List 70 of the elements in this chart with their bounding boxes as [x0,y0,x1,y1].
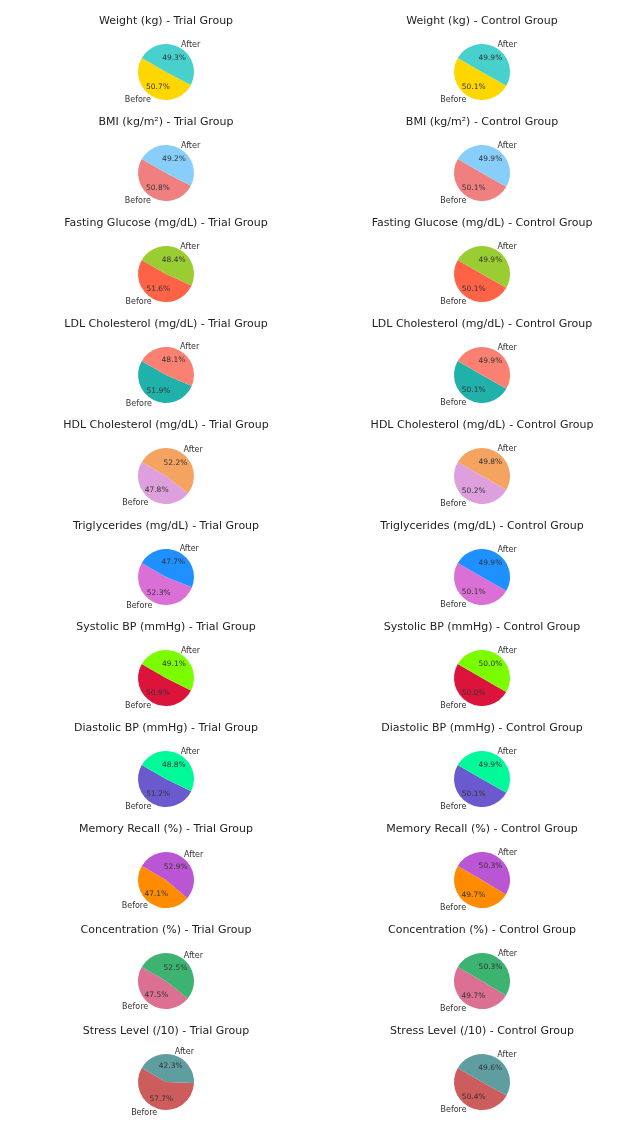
slice-label: After [180,241,201,251]
slice-label: After [179,544,200,554]
slice-label: Before [440,94,467,104]
pie-slice [141,347,194,387]
slice-label: Before [125,398,153,408]
chart-title: Memory Recall (%) - Trial Group [78,821,254,837]
slice-label: Before [125,802,152,812]
slice-label: Before [126,600,153,610]
chart-title: Weight (kg) - Trial Group [97,13,235,29]
chart-title: Diastolic BP (mmHg) - Control Group [380,720,584,736]
slice-label: After [180,746,201,756]
chart-title: BMI (kg/m²) - Trial Group [97,114,235,130]
slice-label: Before [440,195,467,205]
slice-label: After [497,545,518,555]
slice-label: Before [440,801,467,811]
slice-label: After [180,342,200,352]
slice-label: Before [440,1104,467,1114]
chart-title: Memory Recall (%) - Control Group [385,821,579,837]
slice-label: Before [440,498,467,508]
chart-title: Stress Level (/10) - Trial Group [81,1023,251,1039]
slice-label: After [180,645,201,655]
slice-label: Before [125,297,152,307]
slice-label: Before [440,296,467,306]
slice-label: Before [122,1002,149,1012]
pie-slice [141,549,194,588]
slice-label: Before [440,700,467,710]
slice-label: Before [439,902,467,912]
chart-title: Triglycerides (mg/dL) - Control Group [379,518,585,534]
slice-label: After [183,445,204,455]
chart-title: LDL Cholesterol (mg/dL) - Trial Group [63,316,269,332]
slice-label: After [497,1050,518,1060]
slice-label: After [183,950,204,960]
chart-title: Diastolic BP (mmHg) - Trial Group [72,720,260,736]
slice-label: After [497,141,518,151]
slice-label: Before [121,901,148,911]
slice-label: Before [124,95,151,104]
chart-title: HDL Cholesterol (mg/dL) - Control Group [369,417,595,433]
chart-title: BMI (kg/m²) - Control Group [404,114,560,130]
slice-label: After [497,949,518,959]
slice-label: After [497,848,518,858]
slice-label: After [184,849,205,859]
slice-label: Before [124,701,152,711]
pie-slice [138,1068,194,1110]
slice-label: Before [131,1107,158,1117]
pie-slice [141,1054,194,1084]
slice-label: After [497,40,518,50]
chart-title: Systolic BP (mmHg) - Control Group [382,619,582,635]
chart-title: Triglycerides (mg/dL) - Trial Group [71,518,261,534]
slice-label: Before [439,1003,467,1013]
chart-title: Concentration (%) - Control Group [386,922,578,938]
slice-label: After [497,343,518,353]
slice-label: After [497,242,518,252]
chart-title: Stress Level (/10) - Control Group [389,1023,575,1039]
slice-label: Before [440,397,467,407]
slice-label: After [497,444,518,454]
chart-title: HDL Cholesterol (mg/dL) - Trial Group [62,417,270,433]
chart-title: LDL Cholesterol (mg/dL) - Control Group [370,316,594,332]
chart-title: Systolic BP (mmHg) - Trial Group [75,619,257,635]
chart-title: Weight (kg) - Control Group [405,13,559,29]
chart-title: Concentration (%) - Trial Group [79,922,253,938]
slice-label: After [497,747,518,757]
slice-label: After [497,646,518,656]
slice-label: After [174,1047,195,1057]
slice-label: Before [122,497,149,507]
slice-label: Before [124,196,152,206]
slice-label: After [180,140,201,150]
chart-title: Fasting Glucose (mg/dL) - Trial Group [63,215,269,231]
chart-title: Fasting Glucose (mg/dL) - Control Group [370,215,594,231]
slice-label: After [181,40,201,49]
slice-label: Before [440,599,467,609]
